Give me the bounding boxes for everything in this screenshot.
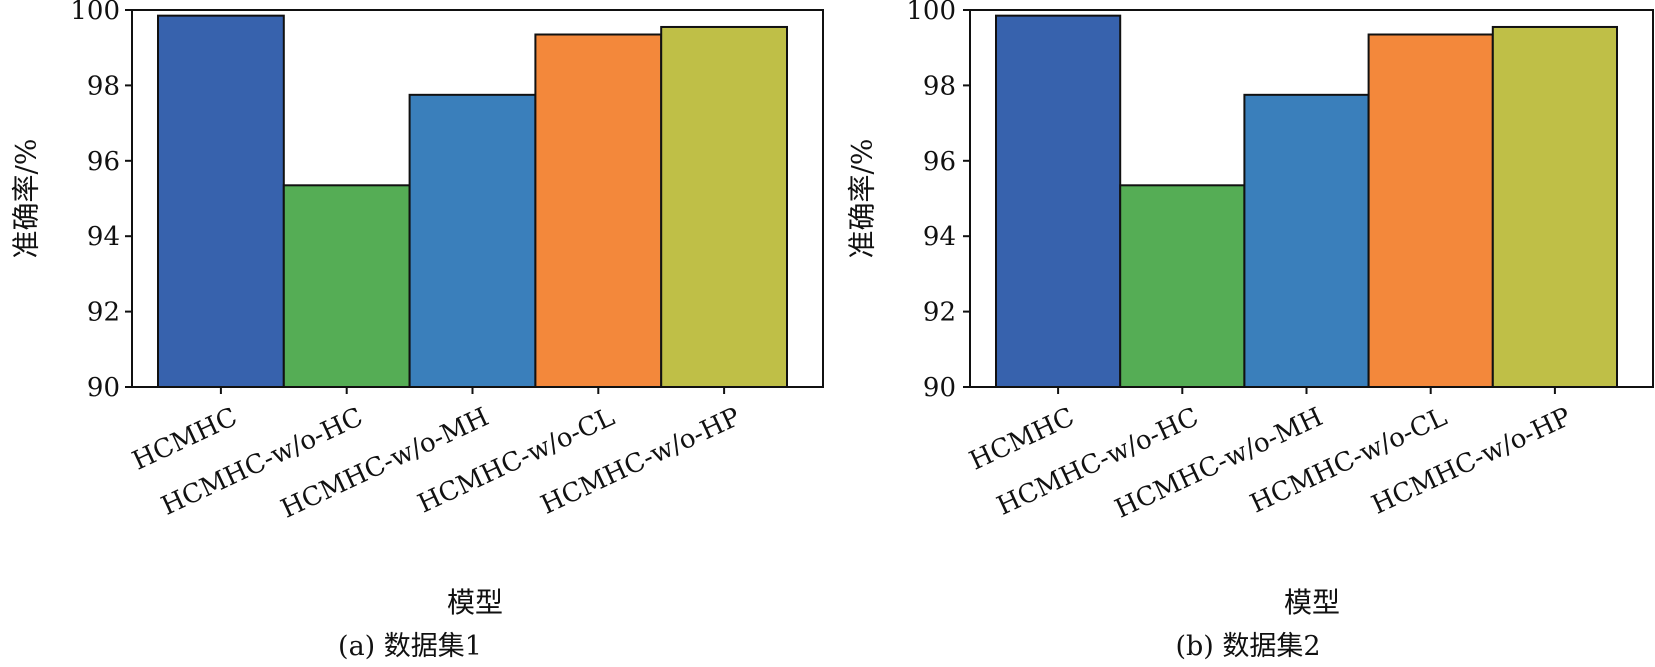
y-tick-label: 90 xyxy=(923,373,956,403)
y-tick-label: 100 xyxy=(70,0,120,26)
y-tick-label: 100 xyxy=(906,0,956,26)
bar-hcmhc-w-o-cl xyxy=(534,33,663,388)
x-tick-label: HCMHC-w/o-HC xyxy=(992,402,1203,522)
y-tick-label: 98 xyxy=(87,71,120,101)
y-tick-label: 94 xyxy=(87,222,120,252)
bar-hcmhc-w-o-hc xyxy=(1119,184,1246,388)
bar-hcmhc-w-o-mh xyxy=(408,93,537,388)
figure-caption: (b) 数据集2 xyxy=(1175,631,1320,662)
figure-caption: (a) 数据集1 xyxy=(338,631,482,662)
y-tick-label: 92 xyxy=(87,298,120,328)
chart-panel-a: 9092949698100HCMHCHCMHC-w/o-HCHCMHC-w/o-… xyxy=(10,0,824,662)
y-tick-label: 92 xyxy=(923,298,956,328)
bar-hcmhc-w-o-mh xyxy=(1243,93,1370,388)
bar-hcmhc-w-o-hp xyxy=(660,25,789,389)
y-axis-title: 准确率/% xyxy=(846,138,879,258)
y-tick-label: 90 xyxy=(87,373,120,403)
bar-hcmhc xyxy=(157,14,285,389)
bar-hcmhc-w-o-hc xyxy=(282,184,411,388)
plot-frame xyxy=(969,9,1654,388)
y-tick-label: 96 xyxy=(87,147,120,177)
y-tick-label: 98 xyxy=(923,71,956,101)
x-tick-label: HCMHC-w/o-MH xyxy=(1111,402,1328,524)
bar-hcmhc-w-o-cl xyxy=(1367,33,1494,388)
y-tick-label: 94 xyxy=(923,222,956,252)
y-axis-title: 准确率/% xyxy=(10,138,43,258)
bar-hcmhc-w-o-hp xyxy=(1491,25,1619,389)
x-axis-title: 模型 xyxy=(447,586,503,619)
y-tick-label: 96 xyxy=(923,147,956,177)
x-axis-title: 模型 xyxy=(1284,586,1340,619)
plot-frame xyxy=(131,9,824,388)
bar-hcmhc xyxy=(995,14,1122,389)
x-tick-label: HCMHC-w/o-MH xyxy=(277,402,494,524)
chart-panel-b: 9092949698100HCMHCHCMHC-w/o-HCHCMHC-w/o-… xyxy=(846,0,1654,662)
